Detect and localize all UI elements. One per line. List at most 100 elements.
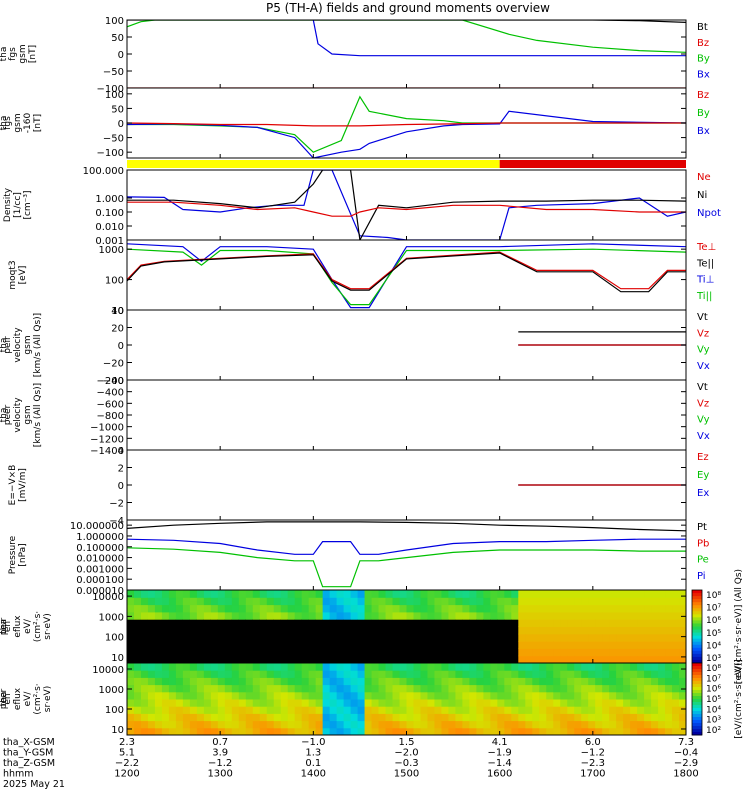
spectrogram-cell	[322, 626, 331, 635]
spectrogram-cell	[203, 619, 212, 627]
spectrogram-cell	[322, 597, 331, 606]
spectrogram-cell	[679, 611, 687, 620]
spectrogram-cell	[476, 648, 484, 657]
x-axis-row-value: −1.0	[301, 737, 325, 748]
spectrogram-cell	[574, 684, 582, 693]
spectrogram-cell	[602, 691, 610, 700]
spectrogram-cell	[399, 604, 407, 613]
y-axis-label: en	[3, 621, 13, 632]
spectrogram-cell	[364, 713, 373, 722]
colorbar-segment	[692, 605, 702, 609]
spectrogram-cell	[175, 713, 184, 722]
spectrogram-cell	[532, 619, 540, 627]
spectrogram-cell	[154, 677, 163, 686]
spectrogram-cell	[476, 626, 484, 635]
spectrogram-cell	[127, 655, 135, 664]
spectrogram-cell	[637, 597, 645, 606]
spectrogram-cell	[322, 706, 331, 714]
spectrogram-cell	[511, 611, 519, 620]
spectrogram-cell	[511, 677, 519, 686]
spectrogram-cell	[322, 641, 331, 649]
spectrogram-cell	[189, 626, 198, 635]
spectrogram-cell	[273, 597, 282, 606]
spectrogram-cell	[217, 670, 226, 678]
spectrogram-cell	[595, 663, 603, 671]
x-axis-row-value: 3.9	[212, 748, 228, 759]
spectrogram-cell	[364, 706, 373, 714]
spectrogram-cell	[504, 699, 512, 707]
spectrogram-cell	[546, 655, 554, 664]
spectrogram-cell	[679, 619, 687, 627]
spectrogram-cell	[133, 648, 142, 657]
panel-frame-8	[126, 519, 687, 591]
spectrogram-cell	[343, 706, 352, 714]
spectrogram-cell	[196, 604, 205, 613]
spectrogram-cell	[602, 597, 610, 606]
colorbar-segment	[692, 608, 702, 612]
spectrogram-cell	[616, 633, 624, 642]
spectrogram-cell	[406, 590, 414, 598]
spectrogram-cell	[539, 670, 547, 678]
spectrogram-cell	[525, 641, 533, 649]
spectrogram-cell	[504, 691, 512, 700]
spectrogram-cell	[504, 670, 512, 678]
spectrogram-cell	[644, 720, 652, 729]
spectrogram-cell	[427, 663, 435, 671]
y-tick-label: −50	[103, 134, 124, 145]
spectrogram-cell	[595, 720, 603, 729]
legend-Bz: Bz	[697, 90, 709, 101]
spectrogram-cell	[602, 655, 610, 664]
spectrogram-cell	[175, 633, 184, 642]
y-axis-label: moqt3	[8, 260, 18, 289]
spectrogram-cell	[203, 706, 212, 714]
spectrogram-cell	[644, 727, 652, 736]
colorbar-segment	[692, 641, 702, 646]
spectrogram-cell	[217, 641, 226, 649]
y-axis-label: (cm²·s·	[33, 611, 43, 642]
y-tick-label: −800	[97, 411, 124, 422]
spectrogram-cell	[588, 655, 596, 664]
spectrogram-cell	[665, 691, 673, 700]
spectrogram-cell	[637, 727, 645, 736]
spectrogram-cell	[182, 648, 191, 657]
status-bar-segment-1	[499, 160, 686, 168]
spectrogram-cell	[560, 727, 568, 736]
spectrogram-cell	[350, 597, 359, 606]
y-axis-label: sr·eV)	[43, 686, 53, 712]
spectrogram-cell	[462, 641, 470, 649]
spectrogram-cell	[588, 670, 596, 678]
colorbar-segment	[692, 629, 702, 634]
spectrogram-cell	[175, 663, 184, 671]
spectrogram-cell	[588, 720, 596, 729]
spectrogram-cell	[539, 648, 547, 657]
spectrogram-cell	[322, 611, 331, 620]
spectrogram-cell	[301, 648, 310, 657]
series-line-Bx	[127, 110, 686, 158]
spectrogram-cell	[196, 641, 205, 649]
spectrogram-cell	[133, 699, 142, 707]
spectrogram-cell	[483, 720, 491, 729]
spectrogram-cell	[238, 677, 247, 686]
spectrogram-cell	[630, 597, 638, 606]
spectrogram-cell	[336, 684, 345, 693]
spectrogram-cell	[175, 648, 184, 657]
spectrogram-cell	[658, 633, 666, 642]
spectrogram-cell	[203, 655, 212, 664]
spectrogram-cell	[315, 590, 324, 598]
spectrogram-cell	[196, 597, 205, 606]
spectrogram-cell	[469, 590, 477, 598]
spectrogram-cell	[665, 699, 673, 707]
colorbar-segment	[692, 656, 702, 661]
spectrogram-cell	[595, 604, 603, 613]
spectrogram-cell	[189, 590, 198, 598]
spectrogram-cell	[616, 720, 624, 729]
spectrogram-cell	[490, 663, 498, 671]
y-axis-label: [cm⁻³]	[23, 190, 33, 219]
series-line-Bx	[312, 20, 686, 57]
spectrogram-cell	[420, 713, 428, 722]
spectrogram-cell	[392, 713, 401, 722]
colorbar-tick-label: 10⁵	[706, 629, 721, 639]
spectrogram-cell	[581, 604, 589, 613]
x-axis-row-value: 4.1	[492, 737, 508, 748]
spectrogram-cell	[161, 720, 170, 729]
